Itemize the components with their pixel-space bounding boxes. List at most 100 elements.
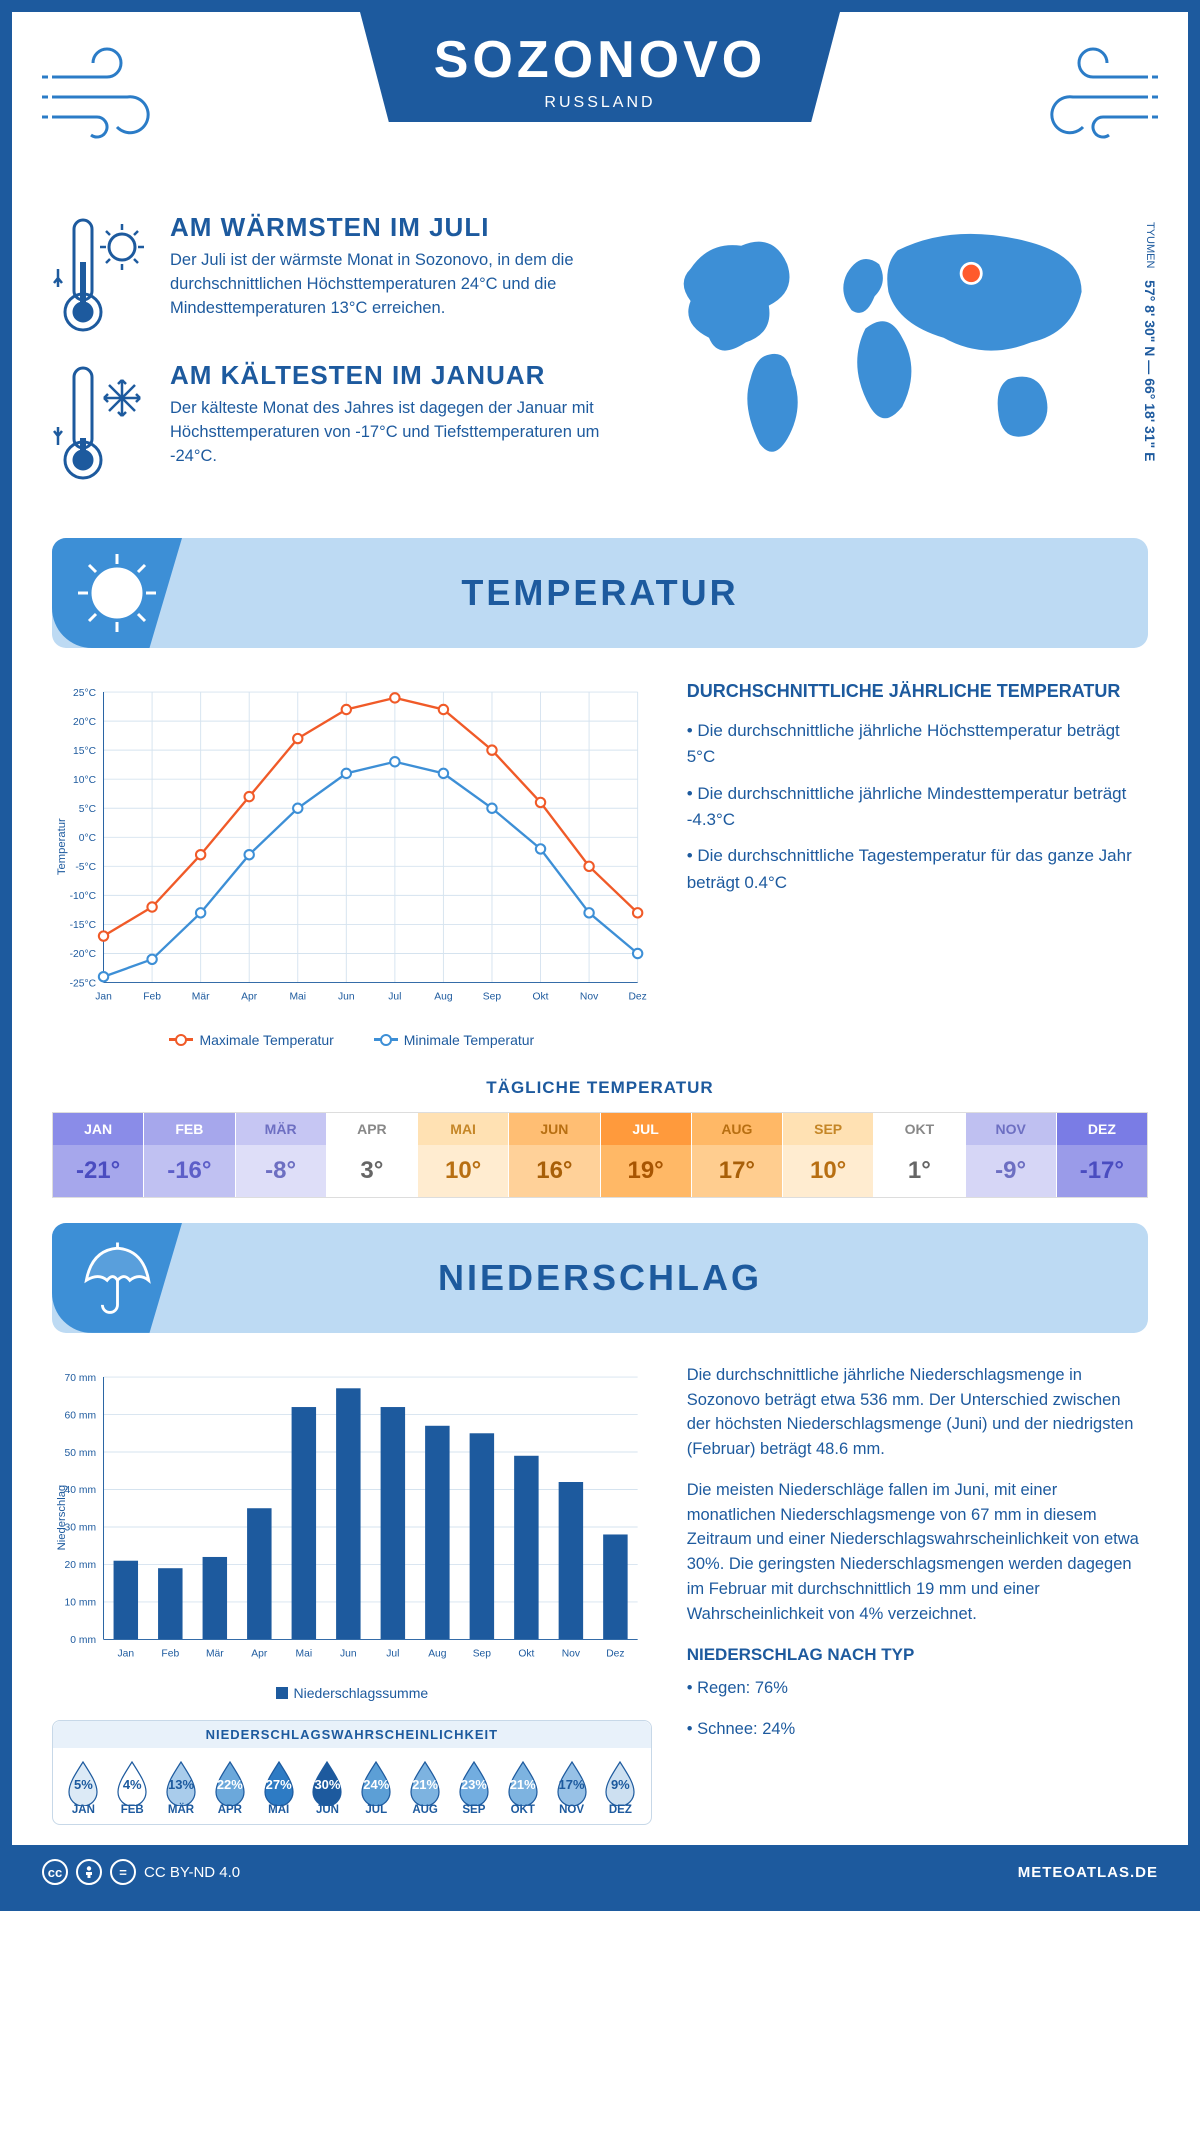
daily-temp-title: TÄGLICHE TEMPERATUR bbox=[52, 1078, 1148, 1098]
drop-cell: 17% NOV bbox=[547, 1758, 596, 1816]
svg-text:70 mm: 70 mm bbox=[65, 1373, 96, 1384]
svg-text:Temperatur: Temperatur bbox=[56, 818, 68, 875]
thermometer-sun-icon bbox=[52, 212, 152, 332]
drop-cell: 13% MÄR bbox=[157, 1758, 206, 1816]
svg-text:Nov: Nov bbox=[562, 1648, 581, 1659]
temp-cell: JAN -21° bbox=[53, 1113, 144, 1197]
drop-cell: 4% FEB bbox=[108, 1758, 157, 1816]
country-name: RUSSLAND bbox=[430, 94, 770, 112]
by-icon bbox=[76, 1859, 102, 1885]
section-precip: NIEDERSCHLAG bbox=[52, 1223, 1148, 1333]
drop-cell: 30% JUN bbox=[303, 1758, 352, 1816]
svg-text:Sep: Sep bbox=[473, 1648, 492, 1659]
svg-text:Jun: Jun bbox=[340, 1648, 357, 1659]
svg-text:Apr: Apr bbox=[251, 1648, 268, 1659]
svg-text:Jan: Jan bbox=[95, 991, 112, 1002]
city-name: SOZONOVO bbox=[430, 30, 770, 90]
infographic-frame: SOZONOVO RUSSLAND bbox=[0, 0, 1200, 1911]
fact-text: Der Juli ist der wärmste Monat in Sozono… bbox=[170, 249, 610, 321]
svg-text:Feb: Feb bbox=[161, 1648, 179, 1659]
svg-text:Jun: Jun bbox=[338, 991, 355, 1002]
temp-cell: JUN 16° bbox=[509, 1113, 600, 1197]
svg-text:Mai: Mai bbox=[289, 991, 306, 1002]
svg-text:0 mm: 0 mm bbox=[70, 1635, 96, 1646]
daily-temp-table: JAN -21° FEB -16° MÄR -8° APR 3° MAI 10°… bbox=[52, 1112, 1148, 1198]
svg-text:Jul: Jul bbox=[388, 991, 401, 1002]
svg-text:Dez: Dez bbox=[628, 991, 646, 1002]
drop-cell: 27% MAI bbox=[254, 1758, 303, 1816]
warmest-fact: AM WÄRMSTEN IM JULI Der Juli ist der wär… bbox=[52, 212, 610, 332]
temp-cell: SEP 10° bbox=[783, 1113, 874, 1197]
sun-icon bbox=[52, 538, 182, 648]
temp-cell: NOV -9° bbox=[966, 1113, 1057, 1197]
svg-text:Aug: Aug bbox=[428, 1648, 447, 1659]
svg-text:-5°C: -5°C bbox=[75, 862, 96, 873]
coordinates: TYUMEN 57° 8' 30" N — 66° 18' 31" E bbox=[1142, 222, 1158, 502]
wind-icon bbox=[1028, 42, 1158, 147]
precip-probability: NIEDERSCHLAGSWAHRSCHEINLICHKEIT 5% JAN 4… bbox=[52, 1720, 652, 1825]
svg-text:Okt: Okt bbox=[533, 991, 549, 1002]
svg-text:Aug: Aug bbox=[434, 991, 453, 1002]
svg-text:Okt: Okt bbox=[518, 1648, 534, 1659]
svg-text:10°C: 10°C bbox=[73, 775, 97, 786]
svg-text:-20°C: -20°C bbox=[70, 949, 97, 960]
svg-text:15°C: 15°C bbox=[73, 746, 97, 757]
svg-text:Jan: Jan bbox=[117, 1648, 134, 1659]
temp-cell: DEZ -17° bbox=[1057, 1113, 1147, 1197]
section-temperature: TEMPERATUR bbox=[52, 538, 1148, 648]
drop-cell: 9% DEZ bbox=[596, 1758, 645, 1816]
umbrella-icon bbox=[52, 1223, 182, 1333]
svg-text:5°C: 5°C bbox=[79, 804, 97, 815]
svg-text:Sep: Sep bbox=[483, 991, 502, 1002]
svg-text:Mai: Mai bbox=[296, 1648, 313, 1659]
temp-cell: OKT 1° bbox=[874, 1113, 965, 1197]
svg-text:Dez: Dez bbox=[606, 1648, 624, 1659]
chart-legend: Niederschlagssumme bbox=[52, 1685, 652, 1702]
svg-text:Feb: Feb bbox=[143, 991, 161, 1002]
cc-icon: cc bbox=[42, 1859, 68, 1885]
drop-cell: 23% SEP bbox=[450, 1758, 499, 1816]
chart-legend: Maximale Temperatur Minimale Temperatur bbox=[52, 1028, 652, 1048]
svg-text:20°C: 20°C bbox=[73, 717, 97, 728]
section-title: NIEDERSCHLAG bbox=[438, 1257, 762, 1299]
precip-text: Die durchschnittliche jährliche Niedersc… bbox=[687, 1363, 1148, 1825]
temp-cell: AUG 17° bbox=[692, 1113, 783, 1197]
fact-title: AM WÄRMSTEN IM JULI bbox=[170, 212, 610, 243]
svg-text:Mär: Mär bbox=[192, 991, 210, 1002]
temp-cell: MAI 10° bbox=[418, 1113, 509, 1197]
temperature-summary: DURCHSCHNITTLICHE JÄHRLICHE TEMPERATUR •… bbox=[687, 678, 1148, 1048]
footer: cc = CC BY-ND 4.0 METEOATLAS.DE bbox=[12, 1845, 1188, 1899]
drop-cell: 21% AUG bbox=[401, 1758, 450, 1816]
svg-text:0°C: 0°C bbox=[79, 833, 97, 844]
svg-text:Mär: Mär bbox=[206, 1648, 224, 1659]
temp-cell: FEB -16° bbox=[144, 1113, 235, 1197]
temp-cell: APR 3° bbox=[327, 1113, 418, 1197]
section-title: TEMPERATUR bbox=[461, 572, 738, 614]
svg-text:10 mm: 10 mm bbox=[65, 1598, 96, 1609]
coldest-fact: AM KÄLTESTEN IM JANUAR Der kälteste Mona… bbox=[52, 360, 610, 480]
svg-text:30 mm: 30 mm bbox=[65, 1523, 96, 1534]
drop-cell: 22% APR bbox=[205, 1758, 254, 1816]
temp-cell: JUL 19° bbox=[601, 1113, 692, 1197]
svg-text:Niederschlag: Niederschlag bbox=[56, 1485, 68, 1551]
brand: METEOATLAS.DE bbox=[1018, 1864, 1158, 1881]
drop-cell: 5% JAN bbox=[59, 1758, 108, 1816]
svg-text:25°C: 25°C bbox=[73, 688, 97, 699]
svg-text:Apr: Apr bbox=[241, 991, 258, 1002]
drop-cell: 24% JUL bbox=[352, 1758, 401, 1816]
drop-cell: 21% OKT bbox=[498, 1758, 547, 1816]
title-ribbon: SOZONOVO RUSSLAND bbox=[360, 12, 840, 122]
svg-text:60 mm: 60 mm bbox=[65, 1410, 96, 1421]
svg-text:-25°C: -25°C bbox=[70, 978, 97, 989]
temp-cell: MÄR -8° bbox=[236, 1113, 327, 1197]
thermometer-snow-icon bbox=[52, 360, 152, 480]
svg-text:50 mm: 50 mm bbox=[65, 1448, 96, 1459]
nd-icon: = bbox=[110, 1859, 136, 1885]
license: cc = CC BY-ND 4.0 bbox=[42, 1859, 240, 1885]
world-map-icon bbox=[640, 212, 1100, 482]
precip-chart: 0 mm10 mm20 mm30 mm40 mm50 mm60 mm70 mmN… bbox=[52, 1363, 652, 1672]
temperature-chart: -25°C-20°C-15°C-10°C-5°C0°C5°C10°C15°C20… bbox=[52, 678, 652, 1015]
svg-text:Jul: Jul bbox=[386, 1648, 399, 1659]
svg-text:-10°C: -10°C bbox=[70, 891, 97, 902]
fact-title: AM KÄLTESTEN IM JANUAR bbox=[170, 360, 610, 391]
